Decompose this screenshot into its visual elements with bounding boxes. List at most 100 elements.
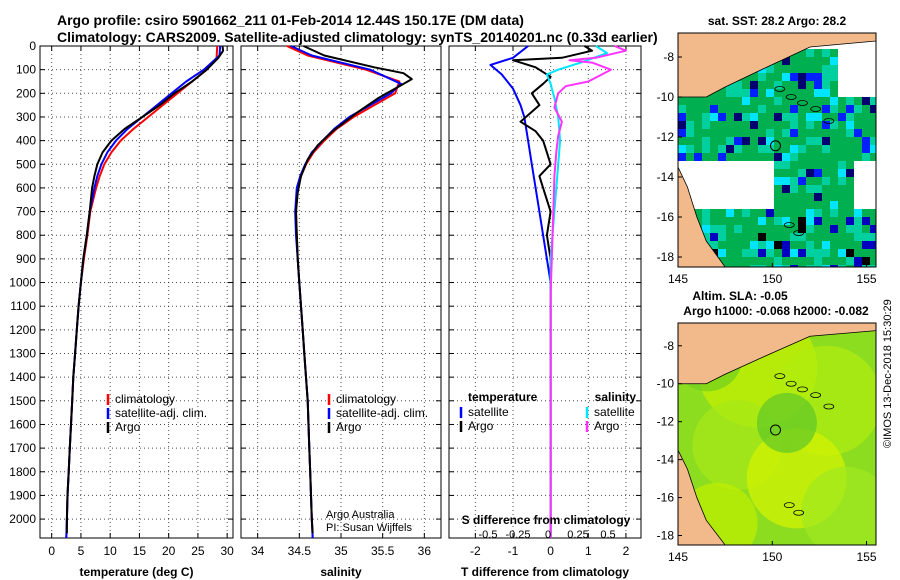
- sst-pixel: [766, 249, 774, 257]
- sst-pixel: [774, 105, 782, 113]
- sst-pixel: [846, 161, 854, 169]
- x-tick-label: 35: [334, 544, 348, 558]
- sst-pixel: [758, 145, 766, 153]
- sst-pixel: [710, 217, 718, 225]
- sst-pixel: [822, 97, 830, 105]
- sst-pixel: [838, 185, 846, 193]
- sst-pixel: [814, 225, 822, 233]
- sst-pixel: [766, 153, 774, 161]
- x-tick-label: -1: [508, 544, 519, 558]
- sst-pixel: [774, 153, 782, 161]
- sst-pixel: [750, 145, 758, 153]
- sst-pixel: [782, 201, 790, 209]
- y-tick-label: 100: [16, 63, 36, 77]
- sst-pixel: [798, 57, 806, 65]
- sst-pixel: [742, 113, 750, 121]
- sst-pixel: [846, 177, 854, 185]
- sst-pixel: [742, 225, 750, 233]
- sst-pixel: [854, 217, 862, 225]
- land-australia: [678, 166, 726, 267]
- y-tick-label: 1100: [10, 299, 36, 313]
- sst-pixel: [782, 257, 790, 265]
- sst-pixel: [798, 137, 806, 145]
- sst-pixel: [710, 153, 718, 161]
- sst-pixel: [774, 169, 782, 177]
- sst-pixel: [814, 129, 822, 137]
- sst-pixel: [798, 177, 806, 185]
- sst-pixel: [854, 241, 862, 249]
- land-new-guinea: [678, 33, 876, 98]
- y-tick-label: -10: [657, 377, 675, 391]
- sst-pixel: [814, 137, 822, 145]
- y-tick-label: 700: [16, 205, 36, 219]
- sst-pixel: [806, 89, 814, 97]
- sst-pixel: [774, 225, 782, 233]
- sst-pixel: [790, 121, 798, 129]
- sst-pixel: [830, 193, 838, 201]
- sst-pixel: [806, 49, 814, 57]
- sst-pixel: [814, 233, 822, 241]
- sst-pixel: [726, 233, 734, 241]
- sst-pixel: [814, 57, 822, 65]
- sst-pixel: [694, 145, 702, 153]
- sst-pixel: [766, 113, 774, 121]
- sst-pixel: [686, 145, 694, 153]
- sst-pixel: [726, 257, 734, 265]
- top-tick-label: -0.25: [505, 529, 530, 541]
- sst-pixel: [710, 233, 718, 241]
- sst-pixel: [822, 73, 830, 81]
- sst-pixel: [798, 65, 806, 73]
- sst-pixel: [774, 257, 782, 265]
- sst-pixel: [734, 217, 742, 225]
- y-tick-label: -12: [657, 415, 675, 429]
- sst-pixel: [822, 89, 830, 97]
- sst-pixel: [854, 113, 862, 121]
- sst-pixel: [798, 185, 806, 193]
- sst-pixel: [830, 57, 838, 65]
- sst-pixel: [822, 65, 830, 73]
- sst-pixel: [822, 57, 830, 65]
- sst-pixel: [710, 129, 718, 137]
- sst-pixel: [814, 97, 822, 105]
- sst-pixel: [774, 185, 782, 193]
- sst-pixel: [718, 89, 726, 97]
- sst-pixel: [718, 105, 726, 113]
- sst-pixel: [846, 129, 854, 137]
- island: [785, 380, 797, 387]
- sst-pixel: [862, 257, 870, 265]
- sst-pixel: [830, 209, 838, 217]
- sst-pixel: [814, 201, 822, 209]
- sst-pixel: [822, 209, 830, 217]
- sst-pixel: [782, 57, 790, 65]
- sst-pixel: [766, 97, 774, 105]
- plot-frame: [240, 45, 442, 539]
- y-tick-label: 1600: [9, 417, 36, 431]
- y-tick-label: 2000: [9, 512, 36, 526]
- sst-pixel: [710, 145, 718, 153]
- sst-pixel: [870, 225, 876, 233]
- sst-pixel: [766, 241, 774, 249]
- sst-pixel: [686, 153, 694, 161]
- sst-pixel: [758, 89, 766, 97]
- sst-pixel: [862, 145, 870, 153]
- sst-pixel: [782, 137, 790, 145]
- sst-pixel: [838, 257, 846, 265]
- sst-pixel: [790, 233, 798, 241]
- sst-pixel: [790, 177, 798, 185]
- sst-pixel: [782, 249, 790, 257]
- legend-label: satellite: [468, 405, 509, 419]
- sst-pixel: [846, 113, 854, 121]
- sst-pixel: [854, 209, 862, 217]
- map-frame: [677, 32, 877, 268]
- y-tick-label: 500: [16, 157, 36, 171]
- sst-pixel: [822, 249, 830, 257]
- sst-pixel: [782, 145, 790, 153]
- sst-pixel: [846, 265, 854, 267]
- x-tick-label: 150: [762, 272, 782, 286]
- sst-pixel: [830, 145, 838, 153]
- sst-pixel: [798, 89, 806, 97]
- y-tick-label: -16: [657, 491, 675, 505]
- sst-pixel: [790, 113, 798, 121]
- sst-pixel: [758, 153, 766, 161]
